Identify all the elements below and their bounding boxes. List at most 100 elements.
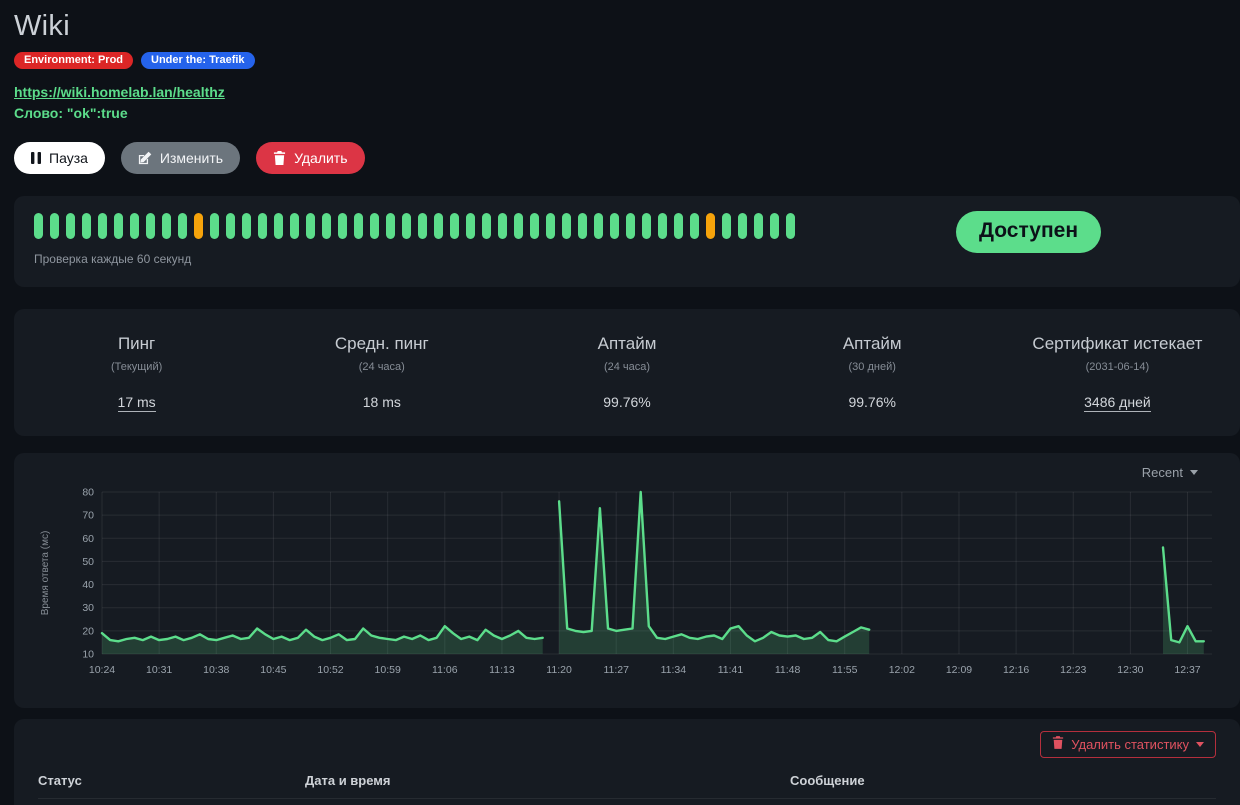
events-column-header: Статус (38, 773, 82, 788)
svg-text:12:30: 12:30 (1117, 664, 1143, 676)
stat-column: Пинг (Текущий) 17 ms (14, 334, 259, 412)
stat-column: Аптайм (24 часа) 99.76% (504, 334, 749, 410)
heartbeat-up[interactable] (754, 213, 763, 239)
svg-text:12:02: 12:02 (889, 664, 915, 676)
heartbeat-up[interactable] (786, 213, 795, 239)
heartbeat-up[interactable] (482, 213, 491, 239)
heartbeat-up[interactable] (82, 213, 91, 239)
events-toolbar: Удалить статистику (38, 731, 1216, 758)
delete-button-label: Удалить (294, 150, 348, 166)
heartbeat-up[interactable] (674, 213, 683, 239)
stat-subtitle: (30 дней) (848, 361, 896, 373)
pause-icon (31, 152, 41, 164)
edit-button[interactable]: Изменить (120, 142, 241, 174)
heartbeat-up[interactable] (98, 213, 107, 239)
heartbeat-up[interactable] (226, 213, 235, 239)
chart-period-dropdown[interactable]: Recent (34, 465, 1220, 480)
stat-title: Средн. пинг (334, 334, 429, 353)
heartbeat-up[interactable] (386, 213, 395, 239)
heartbeat-up[interactable] (578, 213, 587, 239)
heartbeat-up[interactable] (530, 213, 539, 239)
heartbeat-up[interactable] (722, 213, 731, 239)
heartbeat-up[interactable] (258, 213, 267, 239)
svg-text:10:31: 10:31 (146, 664, 172, 676)
heartbeat-up[interactable] (50, 213, 59, 239)
page-title: Wiki (14, 10, 70, 42)
heartbeat-up[interactable] (418, 213, 427, 239)
heartbeat-card: Проверка каждые 60 секунд Доступен (14, 196, 1240, 287)
heartbeat-up[interactable] (610, 213, 619, 239)
stat-value: 3486 дней (1084, 394, 1151, 412)
pause-button[interactable]: Пауза (14, 142, 105, 174)
svg-text:11:27: 11:27 (603, 664, 629, 676)
svg-text:11:48: 11:48 (775, 664, 801, 676)
heartbeat-up[interactable] (514, 213, 523, 239)
events-column-header: Сообщение (790, 773, 865, 788)
tag-list: Environment: Prod Under the: Traefik (14, 52, 1226, 69)
heartbeat-bar[interactable] (34, 213, 1220, 239)
keyword-line: Слово: "ok":true (14, 105, 1226, 121)
svg-text:12:37: 12:37 (1174, 664, 1200, 676)
heartbeat-pending[interactable] (706, 213, 715, 239)
heartbeat-up[interactable] (66, 213, 75, 239)
stat-column: Средн. пинг (24 часа) 18 ms (259, 334, 504, 410)
stat-column: Сертификат истекает (2031-06-14) 3486 дней (995, 334, 1240, 412)
heartbeat-up[interactable] (642, 213, 651, 239)
heartbeat-up[interactable] (498, 213, 507, 239)
heartbeat-up[interactable] (130, 213, 139, 239)
delete-button[interactable]: Удалить (256, 142, 365, 174)
heartbeat-up[interactable] (594, 213, 603, 239)
monitor-url-link[interactable]: https://wiki.homelab.lan/healthz (14, 84, 225, 100)
heartbeat-up[interactable] (338, 213, 347, 239)
heartbeat-up[interactable] (114, 213, 123, 239)
heartbeat-pending[interactable] (194, 213, 203, 239)
heartbeat-up[interactable] (290, 213, 299, 239)
svg-text:11:55: 11:55 (832, 664, 858, 676)
heartbeat-up[interactable] (178, 213, 187, 239)
stats-card: Пинг (Текущий) 17 ms Средн. пинг (24 часа) 18… (14, 309, 1240, 436)
events-table-header: Статус Дата и время Сообщение (38, 773, 1216, 799)
heartbeat-up[interactable] (450, 213, 459, 239)
heartbeat-up[interactable] (242, 213, 251, 239)
heartbeat-up[interactable] (322, 213, 331, 239)
heartbeat-up[interactable] (370, 213, 379, 239)
heartbeat-up[interactable] (306, 213, 315, 239)
heartbeat-up[interactable] (626, 213, 635, 239)
svg-text:20: 20 (82, 625, 94, 637)
svg-text:40: 40 (82, 579, 94, 591)
heartbeat-up[interactable] (770, 213, 779, 239)
svg-text:11:20: 11:20 (546, 664, 572, 676)
clear-statistics-button[interactable]: Удалить статистику (1040, 731, 1216, 758)
stat-title: Аптайм (842, 334, 902, 353)
pause-button-label: Пауза (49, 150, 88, 166)
keyword-value: "ok":true (66, 105, 128, 121)
heartbeat-up[interactable] (402, 213, 411, 239)
svg-text:50: 50 (82, 556, 94, 568)
heartbeat-up[interactable] (546, 213, 555, 239)
svg-text:80: 80 (82, 487, 94, 499)
heartbeat-up[interactable] (274, 213, 283, 239)
heartbeat-up[interactable] (562, 213, 571, 239)
chart-period-label: Recent (1141, 465, 1183, 480)
stat-subtitle: (Текущий) (110, 361, 163, 373)
heartbeat-up[interactable] (162, 213, 171, 239)
edit-button-label: Изменить (159, 150, 224, 166)
heartbeat-up[interactable] (690, 213, 699, 239)
heartbeat-up[interactable] (658, 213, 667, 239)
events-card: Удалить статистику Статус Дата и время Соо… (14, 719, 1240, 805)
heartbeat-up[interactable] (210, 213, 219, 239)
svg-text:10:24: 10:24 (89, 664, 115, 676)
check-interval-label: Проверка каждые 60 секунд (34, 252, 192, 266)
stat-title: Пинг (117, 334, 156, 353)
heartbeat-up[interactable] (738, 213, 747, 239)
svg-text:70: 70 (82, 510, 94, 522)
stat-subtitle: (2031-06-14) (1085, 361, 1150, 373)
heartbeat-up[interactable] (466, 213, 475, 239)
heartbeat-up[interactable] (434, 213, 443, 239)
heartbeat-up[interactable] (354, 213, 363, 239)
response-time-chart: 10 20 30 40 50 60 70 80 10:24 10:31 10:38 10:45 10:5… (40, 487, 1212, 676)
svg-text:10:45: 10:45 (260, 664, 286, 676)
heartbeat-up[interactable] (34, 213, 43, 239)
heartbeat-up[interactable] (146, 213, 155, 239)
